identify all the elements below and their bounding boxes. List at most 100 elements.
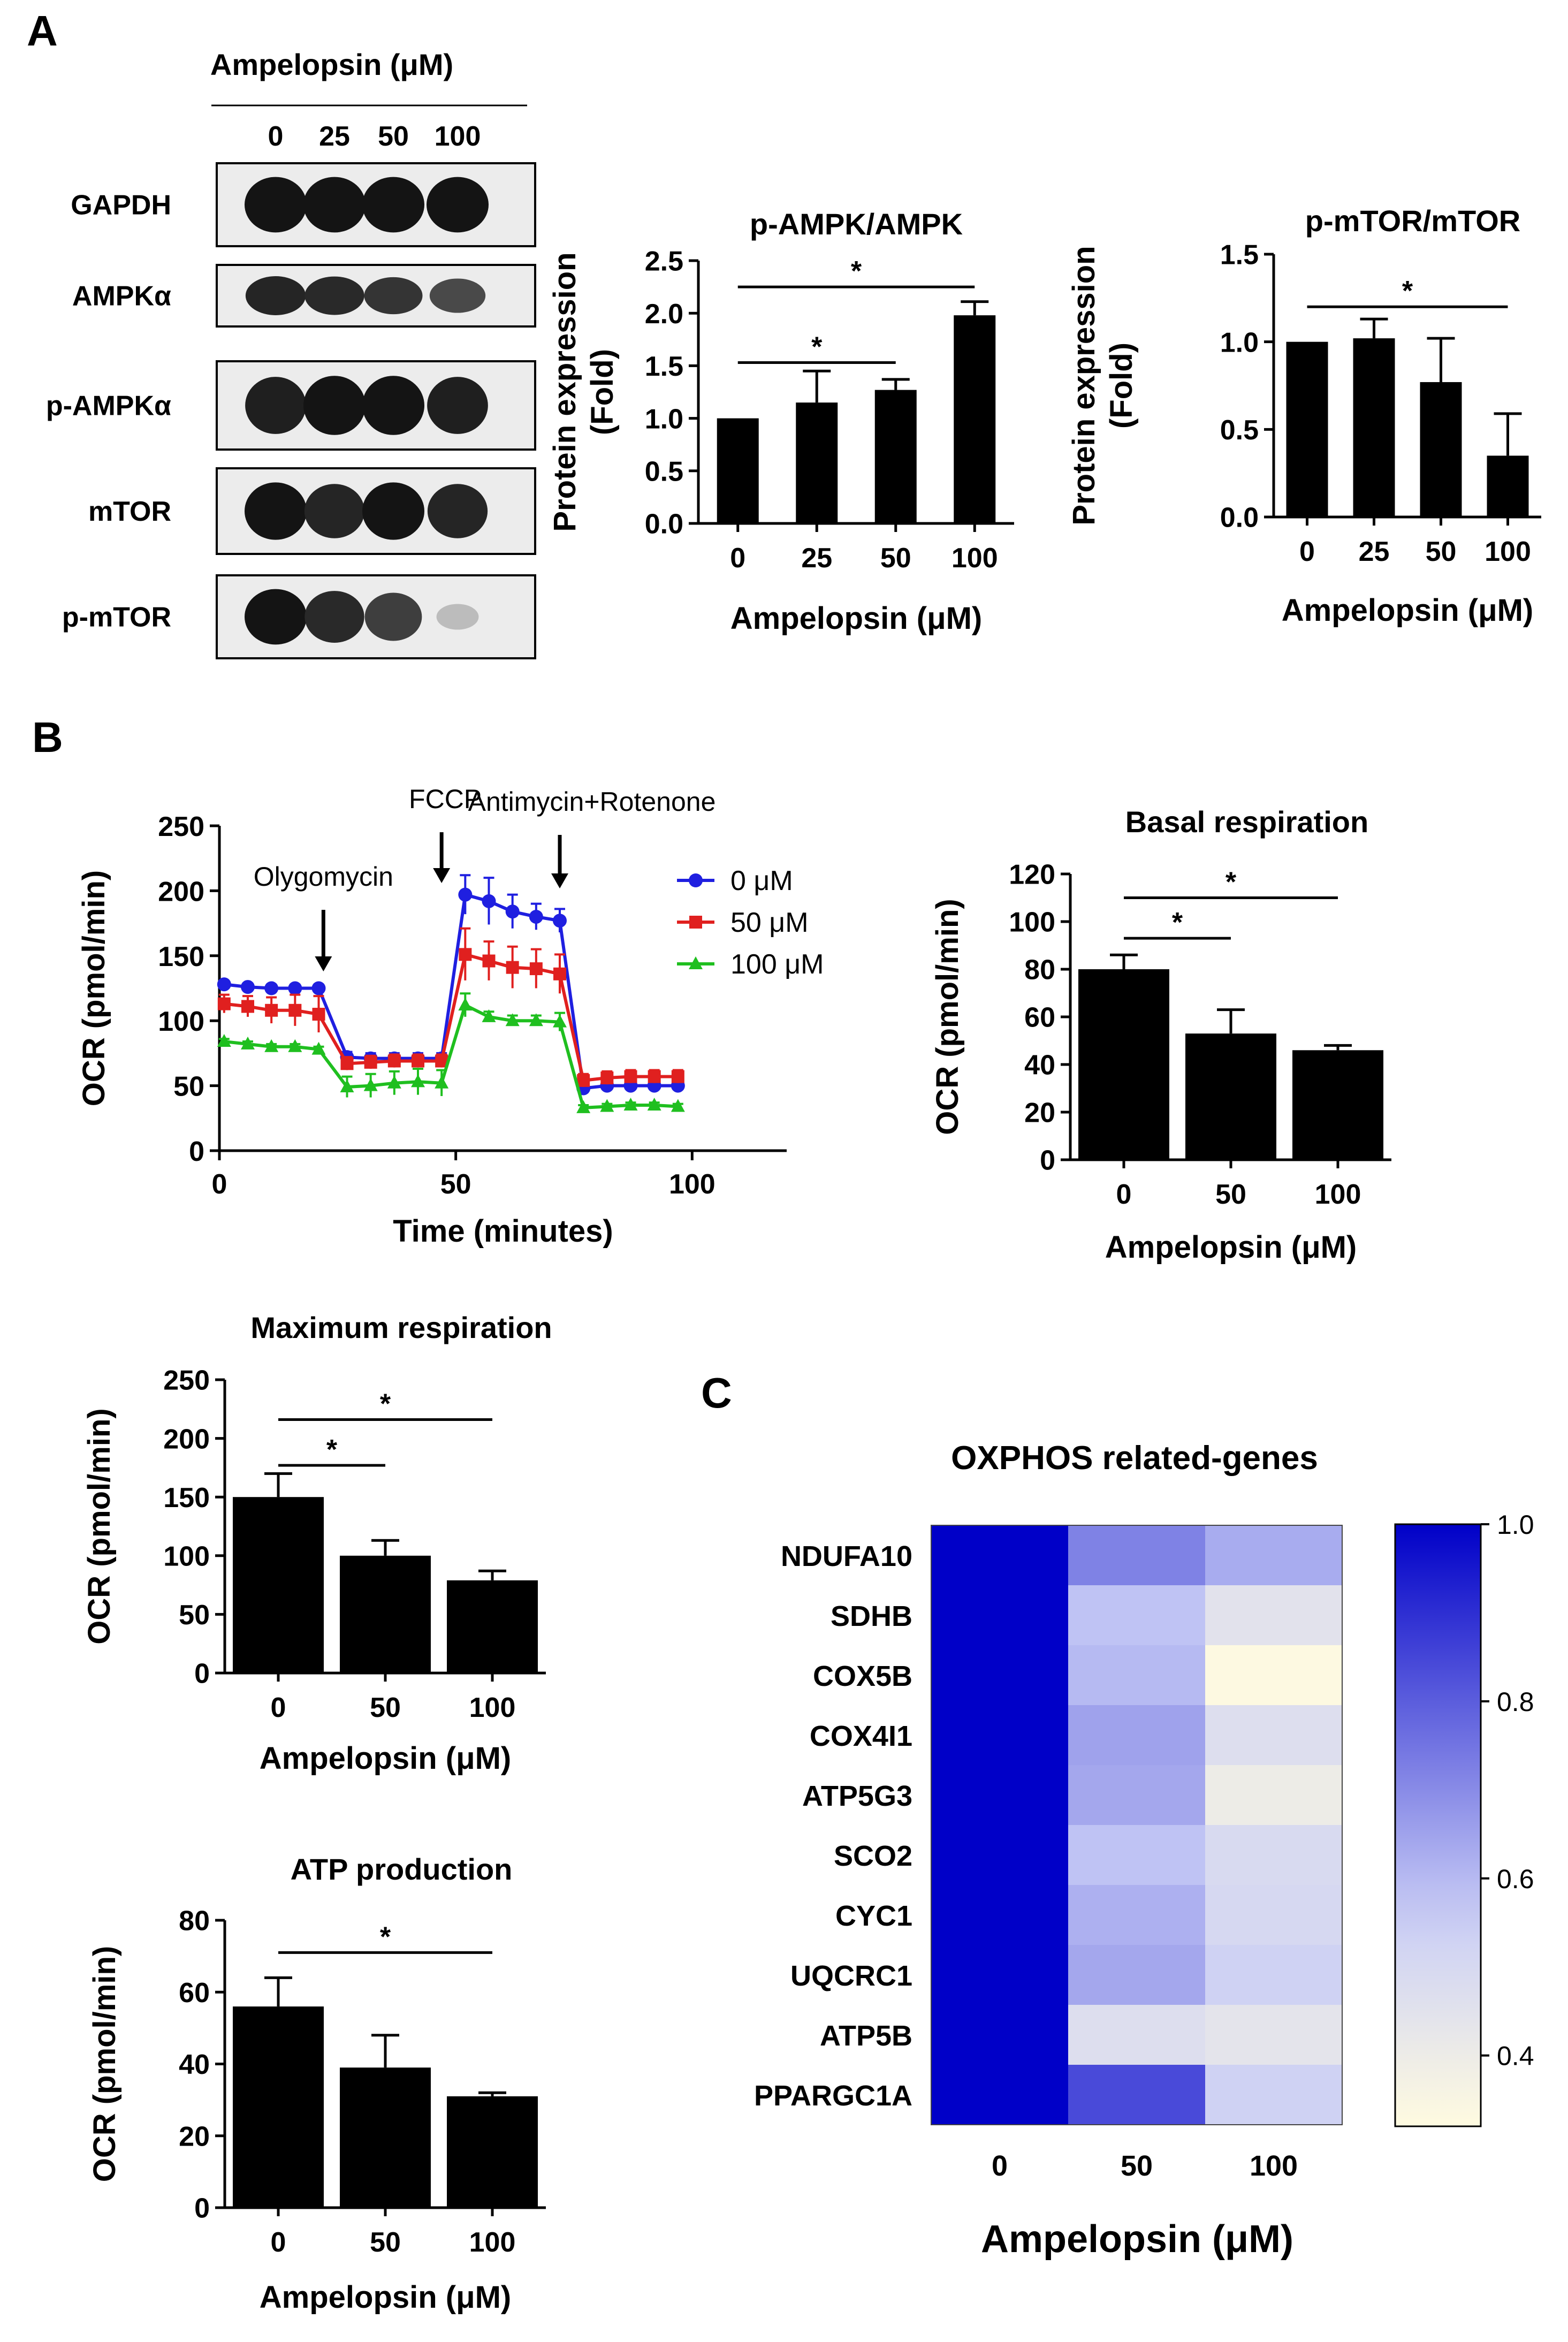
- wb-band: [427, 484, 488, 538]
- chart-title: p-mTOR/mTOR: [1305, 204, 1520, 238]
- x-tick-label: 50: [440, 1169, 471, 1200]
- colorbar-tick-label: 0.8: [1497, 1687, 1534, 1717]
- colorbar: [1394, 1523, 1482, 2127]
- y-tick-label: 0.5: [645, 457, 683, 488]
- heatmap-cell: [931, 1705, 1068, 1765]
- y-tick-label: 0.5: [1220, 415, 1259, 446]
- data-point: [506, 961, 519, 974]
- data-point: [647, 1098, 661, 1111]
- chart-basal: Basal respiration 0 50 100 0 20 40 60 80 100 120 * *…: [930, 805, 1391, 1265]
- data-point: [482, 1009, 496, 1022]
- heatmap-cell: [931, 1765, 1068, 1825]
- data-point: [600, 1071, 614, 1085]
- x-tick-label: 0: [730, 543, 745, 574]
- row-label: ATP5B: [820, 2020, 912, 2052]
- wb-lane-label: 0: [268, 121, 284, 152]
- heatmap-cell: [1205, 1585, 1342, 1645]
- x-tick-label: 50: [1426, 536, 1457, 567]
- x-axis-label: Ampelopsin (μM): [981, 2218, 1293, 2261]
- data-point: [241, 1036, 255, 1050]
- chart-title: Basal respiration: [1125, 805, 1368, 839]
- y-axis-label: Protein expression: [547, 252, 582, 531]
- western-blot: Ampelopsin (μM) 0 25 50 100 GAPDH AMPKα p-AMP…: [46, 48, 536, 659]
- wb-band: [427, 177, 489, 233]
- y-tick-label: 60: [179, 1978, 210, 2009]
- bar: [1185, 1033, 1276, 1160]
- bar: [1353, 338, 1395, 517]
- chart-maxresp: Maximum respiration 0 50 100 0 50 100 150 200 250…: [82, 1311, 552, 1776]
- y-tick-label: 150: [158, 941, 204, 972]
- y-tick-label: 1.5: [645, 351, 683, 382]
- heatmap-cell: [1205, 2065, 1342, 2125]
- x-tick-label: 50: [370, 1692, 401, 1723]
- legend-label: 0 μM: [730, 865, 793, 896]
- heatmap-cell: [1205, 1765, 1342, 1825]
- data-point: [505, 1013, 520, 1026]
- wb-band: [305, 276, 364, 315]
- data-point: [312, 1008, 325, 1021]
- data-point: [264, 981, 279, 995]
- chart-title: p-AMPK/AMPK: [750, 207, 963, 241]
- y-tick-label: 100: [158, 1006, 204, 1037]
- x-axis-label: Time (minutes): [393, 1214, 613, 1249]
- y-tick-label: 0: [194, 2193, 210, 2224]
- x-tick-label: 0: [271, 2227, 286, 2258]
- data-point: [412, 1054, 424, 1068]
- chart-title: Maximum respiration: [250, 1311, 552, 1344]
- heatmap-cell: [1205, 1885, 1342, 1945]
- data-point: [648, 1070, 661, 1083]
- chart-pmtor: p-mTOR/mTOR 0 25 50 100 0.0 0.5 1.0 1.5 * Ampelops…: [1067, 204, 1541, 628]
- heatmap-cell: [1068, 1705, 1205, 1765]
- heatmap-cell: [1205, 1525, 1342, 1585]
- data-point: [217, 1034, 231, 1047]
- bar: [1292, 1050, 1383, 1160]
- wb-band: [303, 376, 366, 435]
- y-axis-label: OCR (pmol/min): [930, 899, 965, 1135]
- x-tick-label: 25: [1359, 536, 1390, 567]
- data-point: [217, 997, 231, 1010]
- wb-row-label: p-mTOR: [62, 602, 171, 633]
- x-tick-label: 0: [212, 1169, 227, 1200]
- y-tick-label: 60: [1024, 1002, 1055, 1033]
- data-point: [600, 1099, 614, 1112]
- wb-band: [305, 591, 364, 643]
- bar: [1487, 455, 1529, 517]
- data-point: [340, 1057, 354, 1070]
- data-point: [577, 1074, 590, 1087]
- wb-band: [245, 276, 306, 315]
- y-axis-label: (Fold): [585, 349, 620, 435]
- heatmap-cell: [931, 2065, 1068, 2125]
- wb-lane-label: 50: [378, 121, 409, 152]
- y-tick-label: 2.0: [645, 299, 683, 330]
- significance-marker: *: [1402, 276, 1413, 307]
- significance-marker: *: [380, 1921, 391, 1952]
- annotation-arrowhead: [315, 956, 332, 971]
- x-tick-label: 0: [1116, 1179, 1132, 1210]
- y-tick-label: 20: [1024, 1098, 1055, 1129]
- x-tick-label: 100: [469, 1692, 516, 1723]
- x-axis-label: Ampelopsin (μM): [1105, 1230, 1357, 1265]
- chart-ocr: 0 50 100 150 200 250 0 50 100 Time (minutes) OCR (…: [77, 784, 824, 1249]
- y-tick-label: 1.0: [645, 404, 683, 435]
- heatmap-cell: [931, 1945, 1068, 2005]
- heatmap-cell: [931, 1885, 1068, 1945]
- legend-marker: [689, 916, 702, 929]
- data-point: [529, 909, 543, 924]
- data-point: [311, 981, 326, 995]
- annotation-arrowhead: [551, 873, 568, 888]
- y-tick-label: 120: [1009, 860, 1055, 891]
- x-axis-label: Ampelopsin (μM): [260, 1741, 511, 1776]
- data-point: [241, 980, 255, 994]
- data-point: [553, 1014, 567, 1028]
- wb-band: [245, 589, 307, 645]
- data-point: [387, 1075, 401, 1089]
- data-point: [482, 894, 496, 908]
- wb-band: [362, 177, 424, 233]
- heatmap-cell: [1068, 1885, 1205, 1945]
- x-tick-label: 0: [271, 1692, 286, 1723]
- bar: [1078, 969, 1169, 1160]
- y-tick-label: 200: [163, 1424, 210, 1455]
- x-tick-label: 100: [1315, 1179, 1361, 1210]
- heatmap-cell: [1068, 1765, 1205, 1825]
- bar: [447, 2096, 538, 2208]
